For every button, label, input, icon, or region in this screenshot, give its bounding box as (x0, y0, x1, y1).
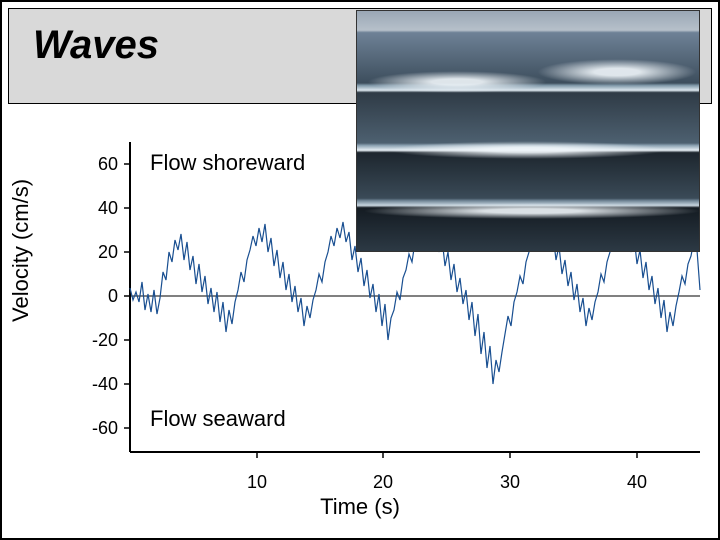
page-title: Waves (33, 23, 159, 68)
x-axis-label: Time (s) (2, 494, 718, 520)
ytick-40: 40 (98, 198, 118, 218)
y-ticks: 60 40 20 0 -20 -40 -60 (92, 154, 130, 438)
xtick-10: 10 (247, 472, 267, 492)
ocean-waves-photo (356, 10, 700, 252)
ytick--40: -40 (92, 374, 118, 394)
ytick-0: 0 (108, 286, 118, 306)
xtick-20: 20 (373, 472, 393, 492)
ytick--20: -20 (92, 330, 118, 350)
xtick-40: 40 (627, 472, 647, 492)
x-tick-labels: 10 20 30 40 (70, 470, 700, 494)
ytick--60: -60 (92, 418, 118, 438)
y-axis-label: Velocity (cm/s) (8, 179, 34, 322)
annotation-shoreward: Flow shoreward (150, 150, 305, 175)
ytick-60: 60 (98, 154, 118, 174)
slide: Waves Velocity (cm/s) 60 40 20 0 -20 -40 (0, 0, 720, 540)
ytick-20: 20 (98, 242, 118, 262)
xtick-30: 30 (500, 472, 520, 492)
annotation-seaward: Flow seaward (150, 406, 286, 431)
